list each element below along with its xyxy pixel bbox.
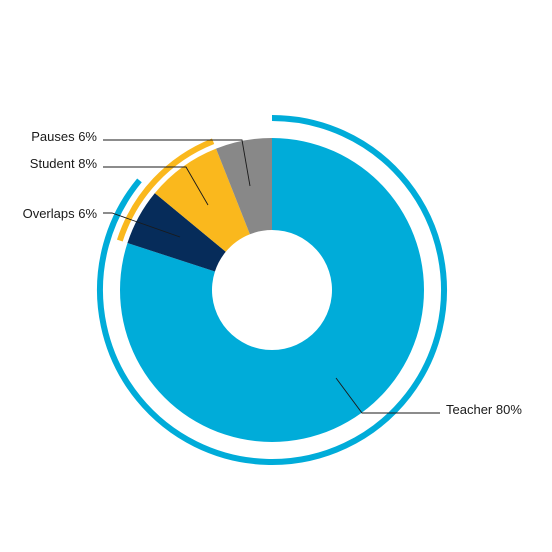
label-teacher: Teacher 80% xyxy=(446,402,522,417)
label-pauses: Pauses 6% xyxy=(31,129,97,144)
slice-overlaps xyxy=(127,193,226,272)
labels-layer: Teacher 80% Overlaps 6% Student 8% Pause… xyxy=(23,129,523,417)
slices-layer xyxy=(120,138,424,442)
leader-teacher xyxy=(335,377,440,414)
leader-lines-layer xyxy=(103,139,440,414)
leader-student xyxy=(103,166,209,206)
label-overlaps: Overlaps 6% xyxy=(23,206,98,221)
slice-student xyxy=(154,148,250,252)
leader-overlaps xyxy=(103,212,181,238)
outer-arc-1 xyxy=(116,138,215,242)
label-student: Student 8% xyxy=(30,156,98,171)
outer-arcs-layer xyxy=(97,115,447,465)
leader-pauses xyxy=(103,139,251,187)
outer-arc-0 xyxy=(97,115,447,465)
slice-pauses xyxy=(216,138,272,235)
slice-teacher xyxy=(120,138,424,442)
